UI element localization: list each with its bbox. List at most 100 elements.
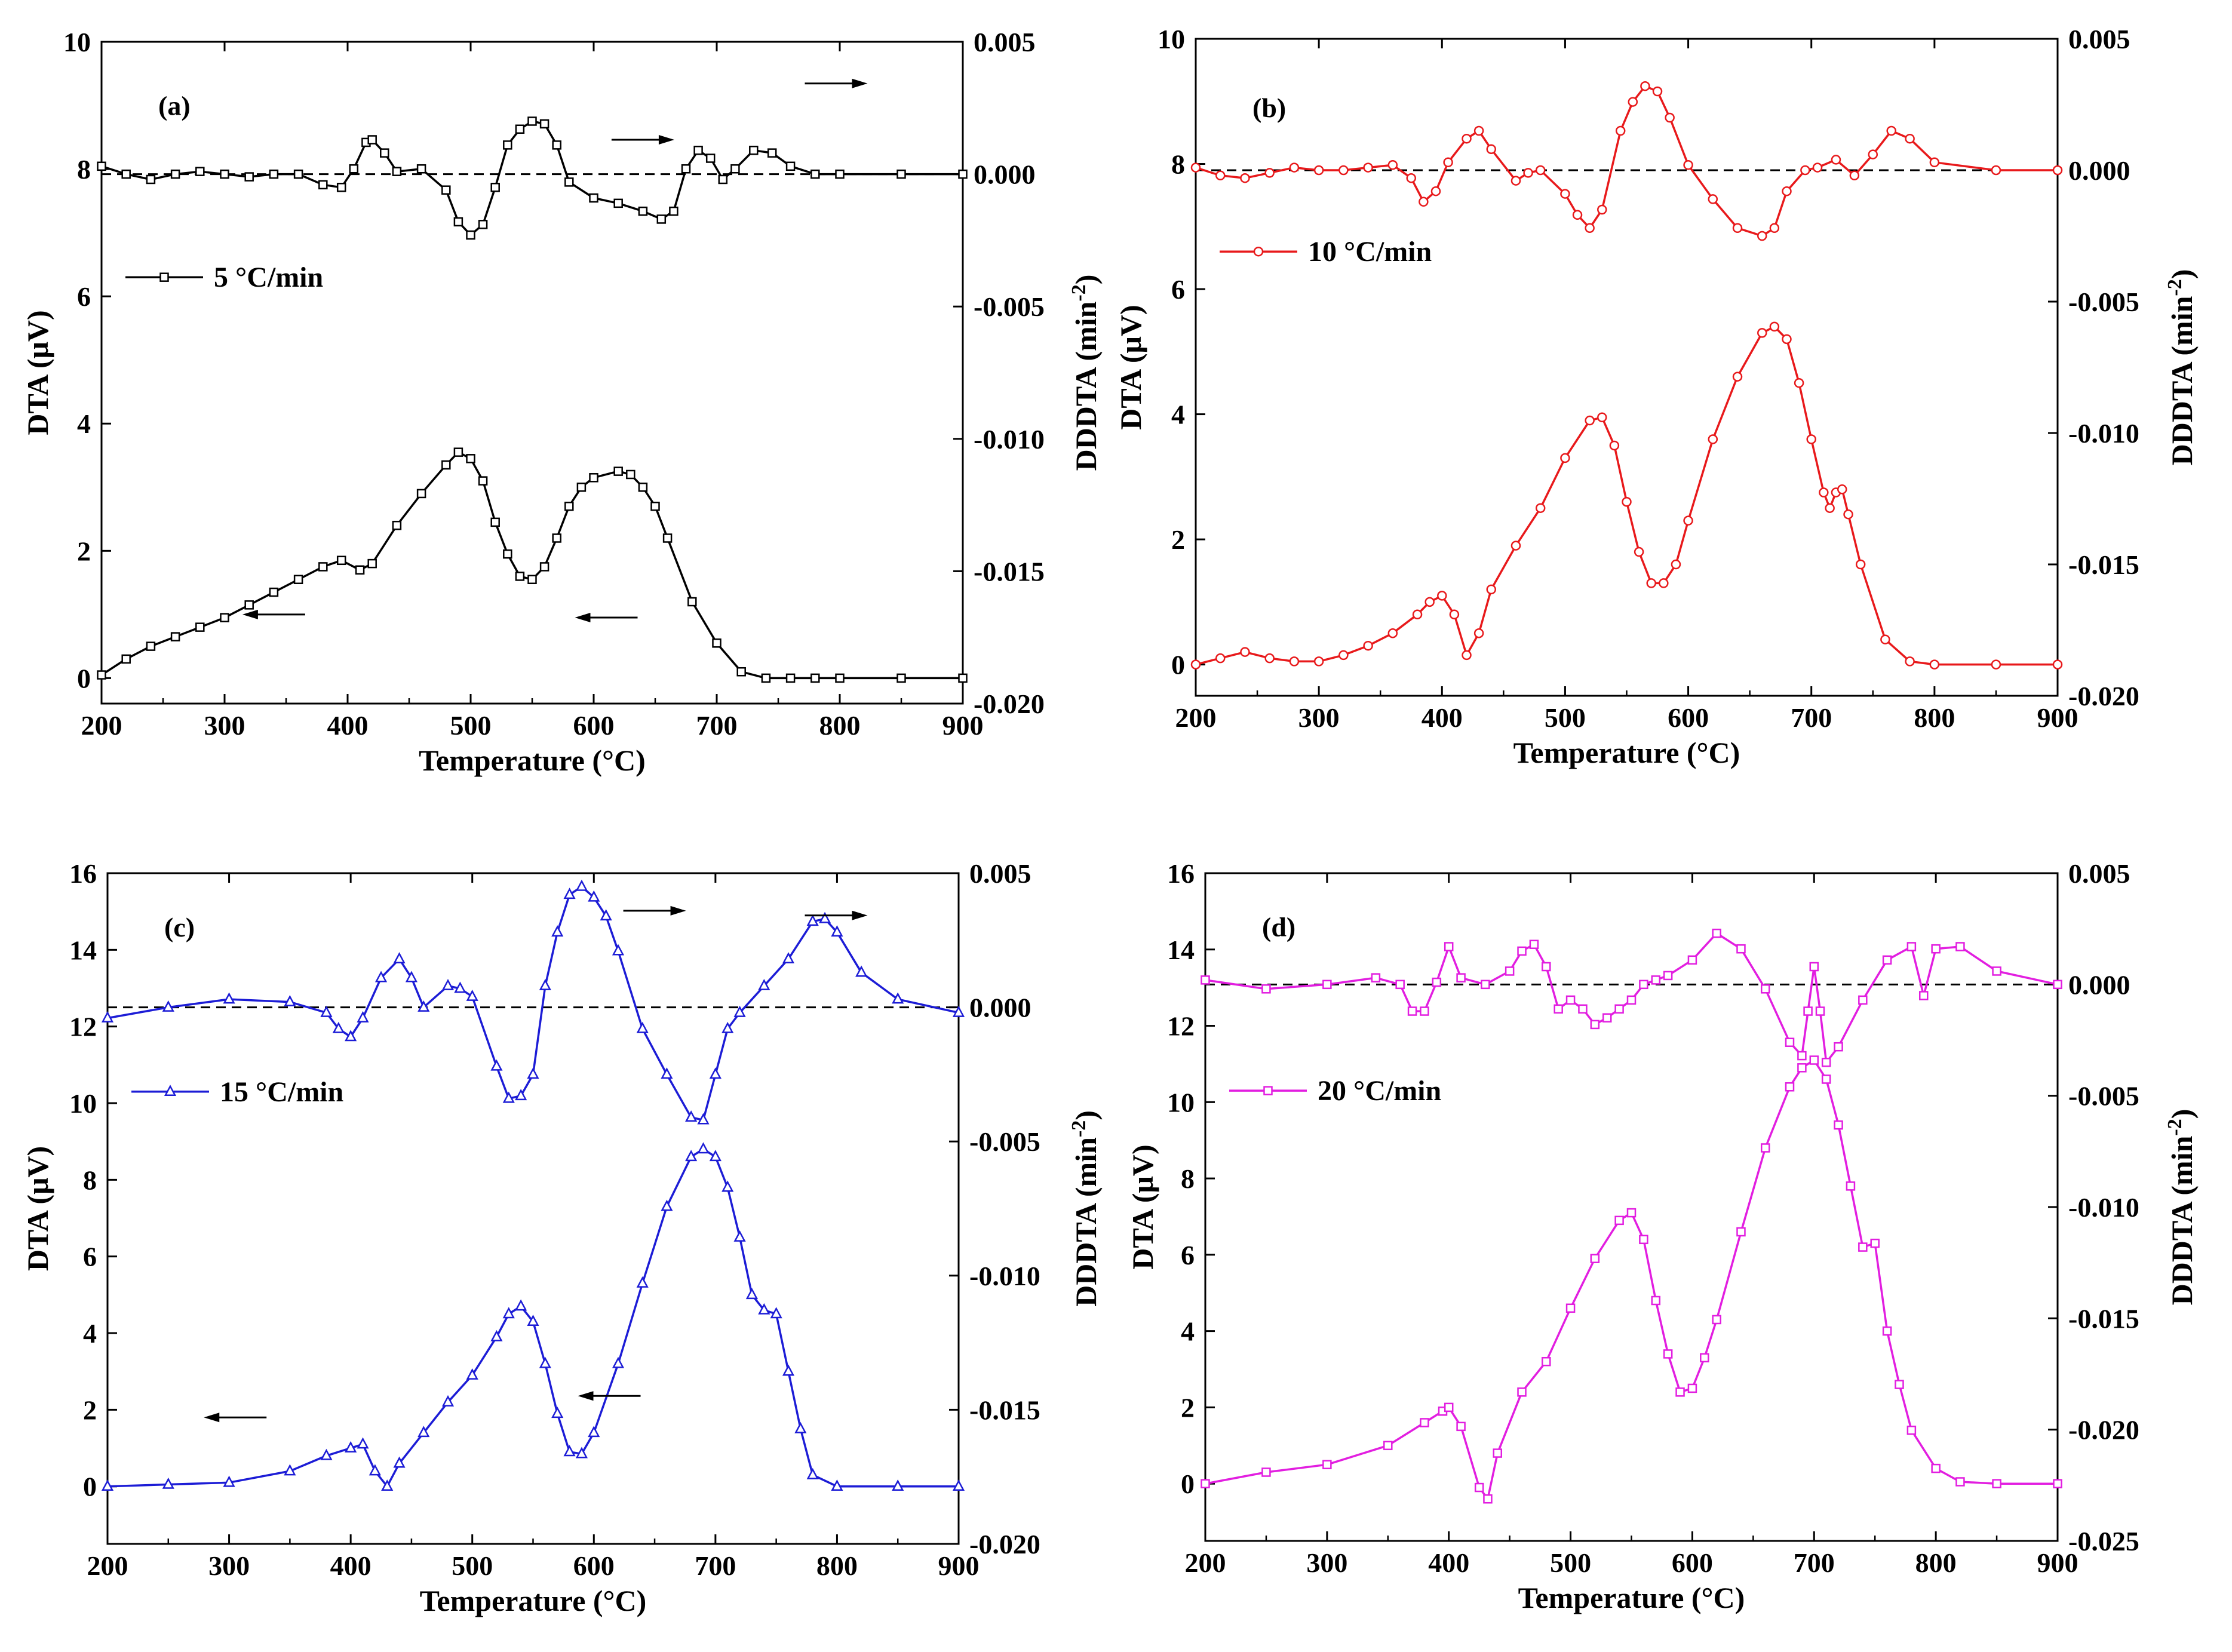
data-point-dta bbox=[416, 489, 426, 499]
data-point-dddta bbox=[1420, 1006, 1429, 1016]
data-point-dta bbox=[1769, 321, 1780, 332]
data-point-dta bbox=[1363, 640, 1373, 651]
data-point-dta bbox=[1671, 559, 1681, 570]
data-point-dddta bbox=[1712, 928, 1721, 938]
data-point-dta bbox=[466, 1368, 478, 1380]
data-point-dddta bbox=[1991, 165, 2001, 176]
data-point-dddta bbox=[758, 979, 770, 990]
data-point-dta bbox=[626, 469, 635, 480]
panel-label: (c) bbox=[164, 912, 195, 942]
data-point-dta bbox=[806, 1467, 819, 1479]
data-point-dta bbox=[1474, 1482, 1484, 1493]
y-right-tick-label: 0.005 bbox=[2068, 858, 2130, 889]
data-point-dddta bbox=[1919, 991, 1929, 1000]
data-point-dta bbox=[527, 1315, 539, 1326]
data-point-dddta bbox=[502, 1091, 515, 1103]
data-point-dddta bbox=[1419, 196, 1429, 207]
x-tick-label: 300 bbox=[1298, 702, 1340, 733]
data-point-dta bbox=[745, 1288, 759, 1300]
y-left-tick-label: 16 bbox=[1167, 858, 1195, 889]
data-point-dta bbox=[1201, 1479, 1210, 1488]
data-point-dddta bbox=[318, 180, 328, 190]
data-point-dddta bbox=[563, 888, 576, 899]
series-line-dta bbox=[1205, 1059, 2058, 1500]
data-point-dta bbox=[662, 533, 673, 543]
data-point-dddta bbox=[503, 140, 512, 150]
data-point-dta bbox=[367, 558, 377, 569]
data-point-dta bbox=[1420, 1418, 1429, 1427]
y-left-tick-label: 10 bbox=[1158, 24, 1185, 54]
data-point-dta bbox=[712, 638, 722, 648]
data-point-dddta bbox=[1905, 133, 1915, 144]
data-point-dddta bbox=[722, 1021, 734, 1033]
y-left-tick-label: 0 bbox=[77, 663, 91, 693]
data-point-dta bbox=[1542, 1356, 1551, 1367]
series-line-dta bbox=[1195, 326, 2058, 666]
x-tick-label: 400 bbox=[1422, 702, 1463, 733]
x-tick-label: 500 bbox=[1545, 702, 1586, 733]
y-left-tick-label: 6 bbox=[1181, 1240, 1195, 1270]
data-point-dta bbox=[466, 454, 475, 463]
data-point-dta bbox=[758, 1303, 770, 1315]
y-right-tick-label: 0.000 bbox=[969, 993, 1031, 1023]
data-point-dta bbox=[503, 549, 512, 559]
data-point-dddta bbox=[1834, 1042, 1843, 1052]
data-point-dddta bbox=[1190, 162, 1201, 173]
data-point-dta bbox=[97, 670, 106, 680]
data-point-dddta bbox=[269, 169, 279, 179]
data-point-dddta bbox=[806, 914, 819, 926]
x-tick-label: 800 bbox=[816, 1550, 858, 1581]
data-point-dddta bbox=[575, 879, 588, 891]
data-point-dta bbox=[539, 1356, 551, 1368]
data-point-dta bbox=[1797, 1063, 1807, 1073]
arrow-head bbox=[852, 910, 868, 920]
data-point-dta bbox=[897, 673, 906, 683]
x-tick-label: 500 bbox=[450, 710, 492, 741]
panel-label: (a) bbox=[158, 91, 191, 121]
left-axis-label: DTA (μV) bbox=[1126, 1144, 1159, 1269]
data-point-dta bbox=[892, 1479, 904, 1491]
data-point-dddta bbox=[1831, 155, 1841, 165]
data-point-dddta bbox=[1264, 168, 1275, 178]
data-point-dddta bbox=[681, 164, 691, 174]
plot-frame bbox=[100, 41, 964, 705]
y-left-tick-label: 4 bbox=[83, 1318, 97, 1349]
data-point-dta bbox=[1622, 496, 1632, 507]
x-tick-label: 300 bbox=[204, 710, 245, 741]
y-left-tick-label: 8 bbox=[1171, 149, 1185, 180]
data-point-dta bbox=[320, 1448, 333, 1460]
y-right-tick-label: -0.010 bbox=[974, 424, 1045, 455]
data-point-dta bbox=[121, 654, 131, 664]
data-point-dddta bbox=[613, 198, 623, 208]
data-point-dddta bbox=[490, 183, 500, 192]
data-point-dddta bbox=[1628, 97, 1638, 107]
data-point-dddta bbox=[1443, 157, 1453, 168]
data-point-dta bbox=[1264, 653, 1275, 664]
data-point-dta bbox=[515, 572, 525, 581]
data-point-dddta bbox=[1542, 962, 1551, 972]
legend-marker bbox=[1263, 1086, 1273, 1095]
data-point-dta bbox=[441, 460, 451, 470]
data-point-dddta bbox=[958, 169, 968, 179]
data-point-dddta bbox=[374, 971, 388, 982]
data-point-dddta bbox=[661, 1067, 673, 1079]
data-point-dta bbox=[685, 1150, 698, 1162]
data-point-dddta bbox=[515, 124, 525, 134]
data-point-dta bbox=[1289, 656, 1300, 667]
data-point-dddta bbox=[146, 174, 156, 185]
data-point-dddta bbox=[539, 979, 551, 990]
x-tick-label: 800 bbox=[819, 710, 861, 741]
data-point-dddta bbox=[1931, 944, 1941, 954]
data-point-dta bbox=[1991, 659, 2001, 670]
data-point-dddta bbox=[527, 1067, 539, 1079]
data-point-dta bbox=[687, 597, 697, 607]
data-point-dta bbox=[1675, 1387, 1685, 1397]
data-point-dddta bbox=[1523, 168, 1533, 178]
data-point-dddta bbox=[1322, 979, 1332, 990]
data-point-dddta bbox=[855, 965, 868, 977]
data-point-dddta bbox=[320, 1005, 333, 1017]
data-point-dta bbox=[588, 1426, 600, 1438]
data-point-dddta bbox=[1782, 186, 1792, 196]
data-point-dta bbox=[576, 483, 587, 492]
data-point-dddta bbox=[490, 1059, 503, 1071]
